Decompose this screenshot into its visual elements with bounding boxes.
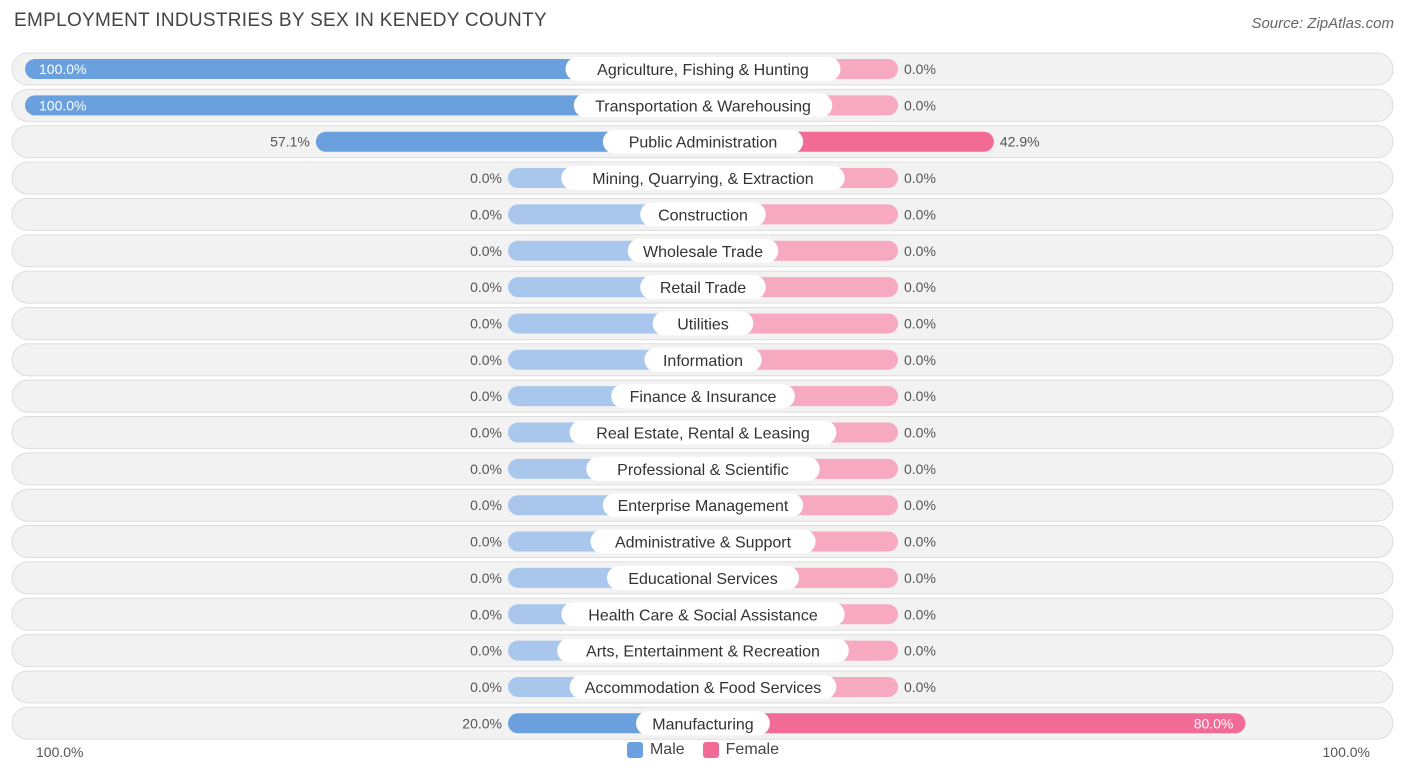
value-label-male: 0.0% <box>470 425 502 441</box>
value-label-male: 0.0% <box>470 643 502 659</box>
value-label-male: 100.0% <box>39 61 86 77</box>
legend-item-male: Male <box>626 741 685 759</box>
category-label: Finance & Insurance <box>630 389 777 406</box>
value-label-female: 0.0% <box>904 170 936 186</box>
value-label-female: 0.0% <box>904 243 936 259</box>
category-pill <box>640 275 766 300</box>
value-label-female: 80.0% <box>1194 715 1234 731</box>
source-note: Source: ZipAtlas.com <box>1251 15 1394 32</box>
category-pill <box>636 711 770 736</box>
value-label-female: 0.0% <box>904 425 936 441</box>
value-label-male: 0.0% <box>470 497 502 513</box>
bar-male <box>25 59 703 79</box>
category-label: Information <box>663 353 743 370</box>
category-pill <box>652 311 754 336</box>
value-label-male: 0.0% <box>470 606 502 622</box>
category-pill <box>627 238 779 263</box>
category-label: Accommodation & Food Services <box>585 680 822 697</box>
category-pill <box>569 420 837 445</box>
value-label-male: 0.0% <box>470 534 502 550</box>
axis-label-right: 100.0% <box>1322 744 1370 760</box>
category-pill <box>565 57 841 81</box>
value-label-male: 57.1% <box>270 134 310 150</box>
legend-label-male: Male <box>649 741 685 758</box>
category-label: Arts, Entertainment & Recreation <box>586 644 820 661</box>
category-pill <box>561 166 845 191</box>
value-label-male: 0.0% <box>470 352 502 368</box>
category-label: Educational Services <box>628 571 777 588</box>
category-pill <box>602 129 804 154</box>
bar-male <box>25 95 703 116</box>
chart-title: EMPLOYMENT INDUSTRIES BY SEX IN KENEDY C… <box>14 10 547 31</box>
category-label: Health Care & Social Assistance <box>588 607 818 624</box>
value-label-female: 0.0% <box>904 352 936 368</box>
value-label-female: 0.0% <box>904 534 936 550</box>
value-label-male: 0.0% <box>470 388 502 404</box>
category-pill <box>602 493 804 518</box>
category-pill <box>644 347 762 372</box>
category-label: Transportation & Warehousing <box>595 98 811 115</box>
legend: Male Female <box>0 741 1406 759</box>
legend-swatch-female <box>702 742 719 758</box>
category-label: Construction <box>658 207 748 224</box>
value-label-female: 0.0% <box>904 643 936 659</box>
legend-label-female: Female <box>725 741 780 758</box>
value-label-female: 0.0% <box>904 206 936 222</box>
category-label: Public Administration <box>629 135 778 152</box>
value-label-female: 0.0% <box>904 497 936 513</box>
legend-item-female: Female <box>702 741 780 759</box>
category-pill <box>607 565 799 590</box>
value-label-female: 42.9% <box>1000 134 1040 150</box>
bar-chart: 100.0% 0.0% Agriculture, Fishing & Hunting… <box>11 52 1394 740</box>
category-pill <box>569 674 837 699</box>
category-pill <box>640 202 766 227</box>
value-label-male: 0.0% <box>470 315 502 331</box>
value-label-male: 0.0% <box>470 170 502 186</box>
axis-label-left: 100.0% <box>36 744 84 760</box>
category-label: Enterprise Management <box>618 498 789 515</box>
value-label-female: 0.0% <box>904 61 936 77</box>
legend-swatch-male <box>626 742 643 758</box>
category-pill <box>586 456 820 481</box>
value-label-male: 100.0% <box>39 97 86 113</box>
value-label-male: 20.0% <box>462 715 502 731</box>
value-label-female: 0.0% <box>904 279 936 295</box>
bar-female <box>703 713 1246 734</box>
category-label: Mining, Quarrying, & Extraction <box>592 171 813 188</box>
category-label: Retail Trade <box>660 280 746 297</box>
value-label-male: 0.0% <box>470 279 502 295</box>
value-label-male: 0.0% <box>470 679 502 695</box>
category-label: Administrative & Support <box>615 535 792 552</box>
value-label-female: 0.0% <box>904 679 936 695</box>
category-label: Real Estate, Rental & Leasing <box>596 426 809 443</box>
value-label-female: 0.0% <box>904 461 936 477</box>
category-pill <box>573 93 833 118</box>
category-label: Wholesale Trade <box>643 244 763 261</box>
category-label: Manufacturing <box>652 716 753 733</box>
category-pill <box>557 638 849 663</box>
value-label-male: 0.0% <box>470 206 502 222</box>
value-label-female: 0.0% <box>904 315 936 331</box>
value-label-male: 0.0% <box>470 243 502 259</box>
value-label-female: 0.0% <box>904 388 936 404</box>
category-label: Professional & Scientific <box>617 462 789 479</box>
value-label-female: 0.0% <box>904 570 936 586</box>
category-label: Utilities <box>677 316 729 333</box>
value-label-male: 0.0% <box>470 570 502 586</box>
value-label-female: 0.0% <box>904 97 936 113</box>
category-pill <box>611 384 795 409</box>
category-pill <box>561 602 845 627</box>
category-pill <box>590 529 816 554</box>
value-label-male: 0.0% <box>470 461 502 477</box>
value-label-female: 0.0% <box>904 606 936 622</box>
category-label: Agriculture, Fishing & Hunting <box>597 62 809 79</box>
